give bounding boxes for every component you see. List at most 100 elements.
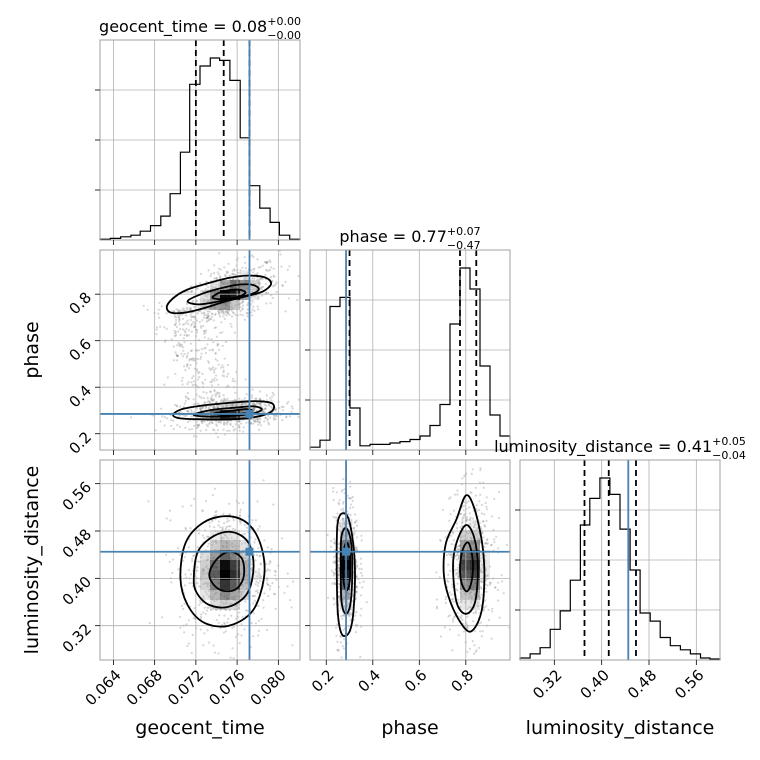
scatter-point [229, 423, 232, 426]
scatter-point [207, 399, 210, 402]
scatter-point [488, 565, 491, 568]
scatter-point [216, 392, 219, 395]
scatter-point [225, 404, 228, 407]
scatter-point [199, 407, 202, 410]
scatter-point [209, 368, 212, 371]
scatter-point [258, 525, 261, 528]
scatter-point [259, 424, 262, 427]
scatter-point [206, 397, 209, 400]
scatter-point [200, 312, 203, 315]
scatter-point [185, 414, 188, 417]
scatter-point [190, 324, 193, 327]
scatter-point [485, 539, 489, 542]
scatter-point [203, 329, 206, 332]
scatter-point [176, 344, 179, 347]
scatter-point [189, 349, 193, 352]
scatter-point [258, 397, 261, 400]
scatter-point [185, 303, 188, 306]
scatter-point [202, 316, 205, 319]
scatter-point [348, 506, 352, 510]
scatter-point [202, 330, 206, 333]
scatter-point [179, 343, 182, 346]
scatter-point [205, 314, 208, 317]
scatter-point [463, 475, 466, 478]
scatter-point [459, 512, 462, 515]
scatter-point [173, 329, 176, 332]
scatter-point [189, 318, 192, 322]
scatter-point [480, 568, 483, 571]
scatter-point [243, 256, 246, 259]
scatter-point [263, 411, 266, 414]
scatter-point [479, 554, 482, 557]
scatter-point [227, 519, 230, 522]
scatter-point [165, 517, 168, 520]
scatter-point [232, 519, 235, 522]
scatter-point [185, 396, 188, 399]
scatter-point [208, 349, 211, 352]
scatter-point [478, 646, 481, 650]
scatter-point [445, 554, 449, 557]
scatter-point [284, 280, 287, 283]
scatter-point [176, 354, 179, 357]
scatter-point [471, 517, 474, 520]
scatter-point [275, 290, 278, 293]
scatter-point [480, 579, 483, 582]
scatter-point [211, 313, 214, 316]
scatter-point [215, 619, 218, 622]
scatter-point [473, 652, 476, 655]
scatter-point [451, 649, 454, 652]
scatter-point [254, 559, 257, 562]
scatter-point [214, 406, 217, 409]
scatter-point [205, 298, 208, 301]
density-cell [250, 410, 260, 420]
scatter-point [179, 410, 182, 413]
scatter-point [474, 494, 477, 497]
scatter-point [203, 299, 206, 302]
scatter-point [333, 538, 336, 541]
scatter-point [243, 523, 246, 527]
scatter-point [490, 543, 493, 546]
scatter-point [185, 321, 188, 324]
scatter-point [185, 356, 188, 359]
contour-line [459, 541, 474, 593]
scatter-point [253, 287, 256, 290]
scatter-point [230, 602, 233, 605]
scatter-point [207, 337, 210, 340]
scatter-point [351, 506, 354, 509]
scatter-point [479, 493, 482, 496]
scatter-point [273, 569, 277, 573]
scatter-point [469, 516, 472, 519]
density-cell [230, 550, 240, 560]
scatter-point [226, 397, 229, 400]
scatter-point [216, 406, 219, 409]
scatter-point [475, 528, 478, 531]
scatter-point [152, 414, 155, 417]
scatter-point [214, 518, 217, 521]
scatter-point [444, 536, 447, 539]
scatter-point [266, 546, 269, 549]
scatter-point [185, 314, 188, 317]
scatter-point [201, 319, 204, 322]
scatter-point [250, 394, 254, 397]
scatter-point [257, 281, 260, 284]
scatter-point [211, 366, 214, 369]
scatter-point [338, 499, 341, 502]
scatter-point [338, 546, 341, 549]
scatter-point [463, 513, 466, 516]
scatter-point [183, 353, 186, 356]
scatter-point [474, 650, 477, 654]
scatter-point [213, 429, 216, 432]
scatter-point [218, 284, 221, 287]
scatter-point [163, 383, 166, 386]
scatter-point [176, 547, 180, 550]
scatter-point [253, 267, 256, 270]
scatter-point [231, 278, 234, 281]
scatter-point [198, 375, 201, 379]
title-minus-error: −0.04 [712, 449, 746, 462]
scatter-point [241, 403, 244, 406]
scatter-point [199, 298, 202, 301]
scatter-point [206, 310, 209, 313]
scatter-point [186, 383, 189, 386]
scatter-point [353, 532, 356, 535]
